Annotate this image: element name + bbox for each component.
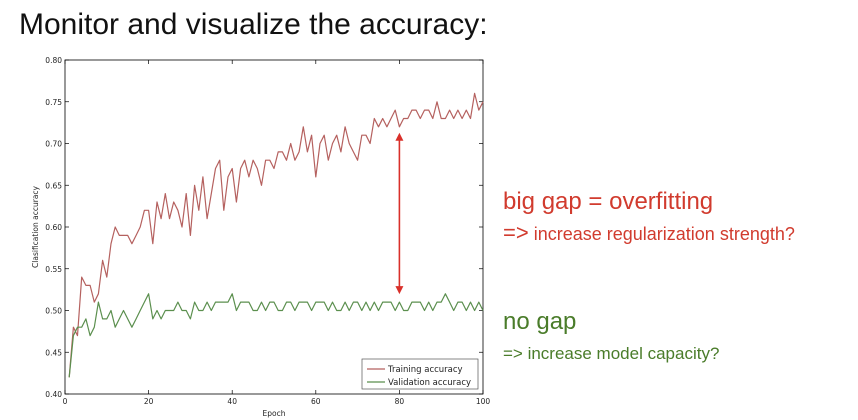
plot-area: [64, 59, 484, 395]
gap-arrow-head-down: [395, 286, 404, 295]
y-tick-label: 0.75: [45, 98, 62, 107]
legend-label-validation: Validation accuracy: [388, 378, 471, 388]
y-tick-label: 0.45: [45, 348, 62, 357]
legend-box: [361, 358, 479, 390]
y-axis-label: Clasification accuracy: [31, 185, 40, 268]
slide-title: Monitor and visualize the accuracy:: [19, 8, 488, 41]
big-gap-arrow-text: =>: [503, 220, 529, 245]
x-tick-label: 40: [227, 397, 237, 406]
x-tick-label: 60: [311, 397, 321, 406]
y-tick-label: 0.50: [45, 307, 62, 316]
no-gap-detail: => increase model capacity?: [503, 344, 720, 363]
gap-arrow-head-up: [395, 132, 404, 141]
big-gap-heading: big gap = overfitting: [503, 188, 714, 215]
legend-label-training: Training accuracy: [387, 365, 463, 375]
y-tick-label: 0.80: [45, 56, 62, 65]
x-tick-label: 0: [63, 397, 68, 406]
validation-accuracy-line: [68, 293, 484, 378]
big-gap-detail: => increase regularization strength?: [503, 220, 795, 246]
y-tick-label: 0.40: [45, 390, 62, 399]
y-tick-label: 0.55: [45, 265, 62, 274]
y-tick-label: 0.65: [45, 181, 62, 190]
series-lines: [68, 92, 484, 378]
no-gap-heading: no gap: [503, 308, 577, 335]
x-tick-label: 100: [476, 397, 491, 406]
gap-arrow: [395, 132, 404, 295]
training-accuracy-line: [68, 92, 484, 378]
x-axis-label: Epoch: [263, 409, 286, 418]
y-tick-label: 0.60: [45, 223, 62, 232]
x-tick-label: 80: [395, 397, 405, 406]
legend: Training accuracy Validation accuracy: [361, 358, 479, 390]
y-tick-label: 0.70: [45, 140, 62, 149]
x-tick-label: 20: [144, 397, 154, 406]
big-gap-detail-text: increase regularization strength?: [533, 224, 795, 244]
